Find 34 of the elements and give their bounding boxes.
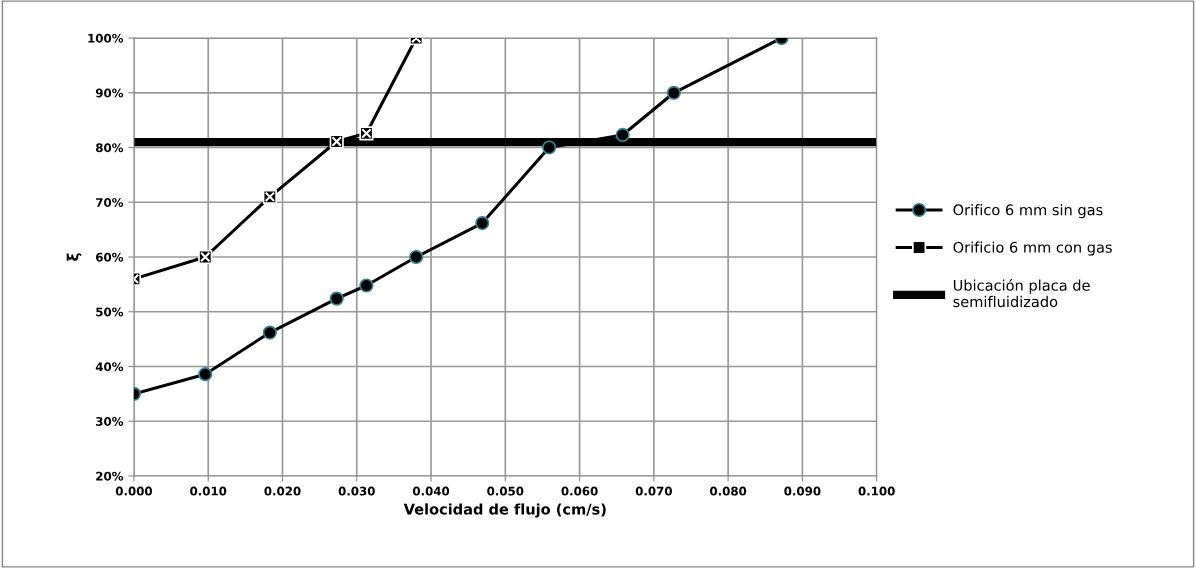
y-tick-label: 100% <box>88 33 124 43</box>
point <box>542 140 557 155</box>
y-tick-label: 40% <box>95 362 124 372</box>
point <box>359 278 374 293</box>
legend-label: Orificio 6 mm con gas <box>953 241 1112 256</box>
point <box>198 367 213 382</box>
point <box>615 127 630 143</box>
x-tick-label: 0.010 <box>190 486 227 496</box>
x-tick-label: 0.060 <box>561 486 598 496</box>
x-tick-label: 0.000 <box>115 486 153 496</box>
y-tick-label: 20% <box>96 471 124 481</box>
x-tick-label: 0.080 <box>710 486 747 496</box>
point <box>475 215 490 231</box>
x-tick-label: 0.050 <box>487 486 524 496</box>
x-tick-label: 0.090 <box>784 486 821 496</box>
y-tick-label: 70% <box>96 198 124 207</box>
y-tick-label: 90% <box>95 88 124 98</box>
point <box>262 325 277 340</box>
y-axis-title: ξ <box>66 253 82 261</box>
x-tick-label: 0.030 <box>338 486 375 496</box>
point <box>329 291 344 306</box>
y-tick-label: 80% <box>96 143 124 153</box>
y-tick-label: 30% <box>96 416 124 426</box>
x-tick-label: 0.040 <box>412 486 450 496</box>
x-tick-label: 0.070 <box>635 486 672 496</box>
legend-label: Ubicación placa de semifluidizado <box>953 278 1090 308</box>
point <box>409 249 424 265</box>
y-tick-label: 50% <box>96 307 124 317</box>
point <box>666 85 681 100</box>
legend-label: Orifico 6 mm sin gas <box>953 204 1103 219</box>
x-axis-title: Velocidad de flujo (cm/s) <box>403 503 606 518</box>
y-tick-label: 60% <box>96 252 124 262</box>
x-tick-label: 0.020 <box>264 486 301 496</box>
x-tick-label: 0.100 <box>858 486 895 496</box>
